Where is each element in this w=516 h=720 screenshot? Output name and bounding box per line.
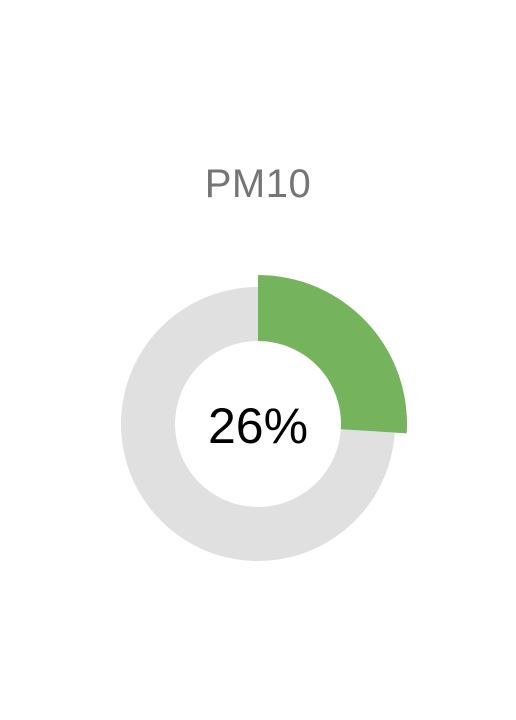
chart-title: PM10 — [204, 162, 312, 206]
center-value-label: 26% — [208, 398, 308, 454]
donut-track-segment — [120, 287, 395, 561]
donut-layer — [120, 275, 408, 561]
donut-value-segment — [258, 275, 408, 434]
